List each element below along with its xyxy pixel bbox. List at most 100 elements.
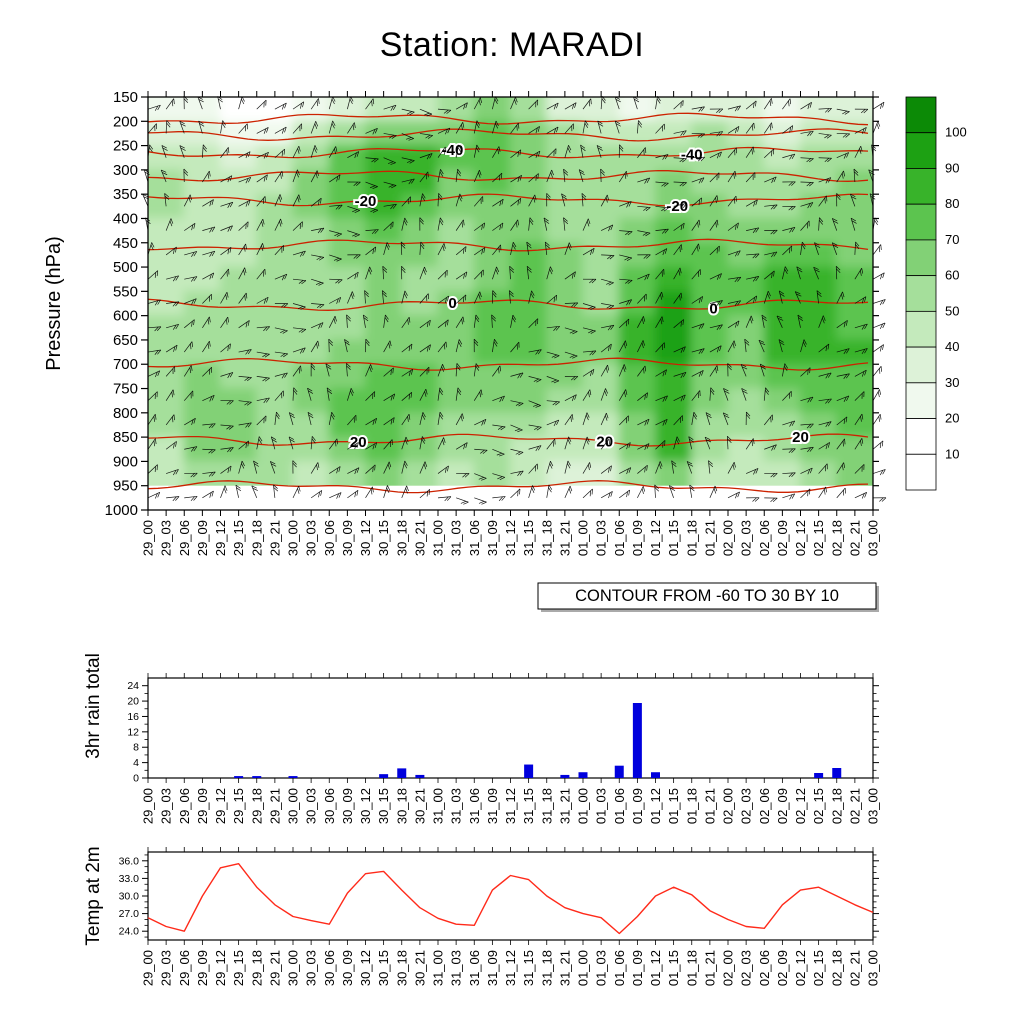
- svg-text:29_12: 29_12: [213, 950, 228, 986]
- svg-text:30_00: 30_00: [286, 520, 301, 556]
- svg-text:01_15: 01_15: [666, 788, 681, 824]
- svg-text:31_06: 31_06: [467, 520, 482, 556]
- svg-text:31_12: 31_12: [503, 520, 518, 556]
- time-labels-panel1: 29_00 29_03 29_06 29_09 29_12 29_15 29_18 29_21…: [141, 520, 881, 556]
- svg-text:30_03: 30_03: [304, 788, 319, 824]
- svg-text:01_18: 01_18: [684, 950, 699, 986]
- svg-text:29_03: 29_03: [159, 950, 174, 986]
- svg-text:8: 8: [133, 742, 139, 754]
- svg-text:-20: -20: [355, 193, 377, 210]
- humidity-shading: [148, 97, 873, 510]
- svg-text:400: 400: [113, 210, 138, 227]
- svg-text:4: 4: [133, 757, 139, 769]
- svg-text:01_06: 01_06: [612, 950, 627, 986]
- svg-text:31_21: 31_21: [557, 520, 572, 556]
- svg-text:02_15: 02_15: [811, 520, 826, 556]
- rain-panel: 0 4 8 12 16 20 24: [127, 673, 879, 785]
- svg-text:31_15: 31_15: [521, 788, 536, 824]
- svg-text:31_06: 31_06: [467, 950, 482, 986]
- svg-text:650: 650: [113, 332, 138, 349]
- svg-text:29_09: 29_09: [195, 950, 210, 986]
- svg-text:30.0: 30.0: [119, 891, 140, 903]
- svg-text:300: 300: [113, 162, 138, 179]
- svg-text:03_00: 03_00: [866, 520, 881, 556]
- svg-text:02_12: 02_12: [793, 520, 808, 556]
- time-labels-panel3: 29_00 29_03 29_06 29_09 29_12 29_15 29_18 29_21…: [141, 950, 881, 986]
- pressure-axis-title: Pressure (hPa): [43, 236, 65, 371]
- svg-text:29_09: 29_09: [195, 520, 210, 556]
- svg-text:900: 900: [113, 453, 138, 470]
- svg-text:01_12: 01_12: [648, 788, 663, 824]
- svg-text:24.0: 24.0: [119, 926, 140, 938]
- svg-text:30_03: 30_03: [304, 520, 319, 556]
- svg-text:20: 20: [945, 411, 959, 426]
- svg-text:29_15: 29_15: [231, 950, 246, 986]
- svg-text:950: 950: [113, 478, 138, 495]
- time-axis-top: [147, 91, 874, 516]
- svg-text:30_15: 30_15: [376, 520, 391, 556]
- svg-text:60: 60: [945, 268, 959, 283]
- temp-line: [147, 863, 874, 935]
- svg-text:30_18: 30_18: [394, 950, 409, 986]
- svg-text:02_09: 02_09: [775, 788, 790, 824]
- svg-text:90: 90: [945, 160, 959, 175]
- svg-text:350: 350: [113, 186, 138, 203]
- svg-text:02_09: 02_09: [775, 950, 790, 986]
- svg-text:-20: -20: [666, 198, 688, 215]
- svg-text:30_18: 30_18: [394, 520, 409, 556]
- svg-text:03_00: 03_00: [866, 788, 881, 824]
- svg-text:01_21: 01_21: [702, 950, 717, 986]
- svg-text:29_21: 29_21: [267, 788, 282, 824]
- svg-text:01_00: 01_00: [576, 788, 591, 824]
- svg-text:31_03: 31_03: [449, 950, 464, 986]
- svg-text:31_12: 31_12: [503, 950, 518, 986]
- svg-text:30_21: 30_21: [412, 950, 427, 986]
- svg-text:30_06: 30_06: [322, 788, 337, 824]
- svg-text:150: 150: [113, 89, 138, 106]
- svg-text:30_12: 30_12: [358, 788, 373, 824]
- svg-text:30_15: 30_15: [376, 788, 391, 824]
- svg-text:02_18: 02_18: [829, 520, 844, 556]
- svg-text:31_18: 31_18: [539, 788, 554, 824]
- svg-text:30_09: 30_09: [340, 950, 355, 986]
- svg-text:550: 550: [113, 283, 138, 300]
- svg-text:02_06: 02_06: [757, 520, 772, 556]
- svg-text:02_00: 02_00: [721, 520, 736, 556]
- svg-text:29_06: 29_06: [177, 950, 192, 986]
- svg-text:02_15: 02_15: [811, 788, 826, 824]
- svg-text:01_09: 01_09: [630, 788, 645, 824]
- svg-text:02_21: 02_21: [847, 788, 862, 824]
- svg-text:250: 250: [113, 138, 138, 155]
- svg-text:27.0: 27.0: [119, 908, 140, 920]
- svg-text:02_21: 02_21: [847, 520, 862, 556]
- svg-text:31_03: 31_03: [449, 520, 464, 556]
- svg-text:01_21: 01_21: [702, 788, 717, 824]
- svg-text:450: 450: [113, 235, 138, 252]
- svg-text:29_03: 29_03: [159, 788, 174, 824]
- svg-text:29_15: 29_15: [231, 520, 246, 556]
- svg-text:CONTOUR FROM -60 TO 30 BY 10: CONTOUR FROM -60 TO 30 BY 10: [575, 587, 839, 605]
- svg-text:30_15: 30_15: [376, 950, 391, 986]
- svg-text:700: 700: [113, 356, 138, 373]
- svg-text:200: 200: [113, 113, 138, 130]
- svg-text:02_00: 02_00: [721, 950, 736, 986]
- svg-text:02_03: 02_03: [739, 950, 754, 986]
- svg-text:16: 16: [127, 711, 139, 723]
- svg-text:20: 20: [127, 696, 139, 708]
- svg-text:29_18: 29_18: [249, 788, 264, 824]
- svg-text:01_12: 01_12: [648, 950, 663, 986]
- svg-text:31_21: 31_21: [557, 950, 572, 986]
- svg-text:02_21: 02_21: [847, 950, 862, 986]
- svg-text:01_00: 01_00: [576, 520, 591, 556]
- svg-text:31_15: 31_15: [521, 950, 536, 986]
- svg-text:02_12: 02_12: [793, 788, 808, 824]
- svg-text:36.0: 36.0: [119, 855, 140, 867]
- rain-axis-title: 3hr rain total: [83, 653, 104, 759]
- svg-text:3hr rain total: 3hr rain total: [83, 653, 104, 759]
- svg-text:30_09: 30_09: [340, 520, 355, 556]
- svg-text:31_15: 31_15: [521, 520, 536, 556]
- svg-text:29_21: 29_21: [267, 950, 282, 986]
- svg-text:30_00: 30_00: [286, 950, 301, 986]
- svg-text:31_06: 31_06: [467, 788, 482, 824]
- svg-text:31_09: 31_09: [485, 950, 500, 986]
